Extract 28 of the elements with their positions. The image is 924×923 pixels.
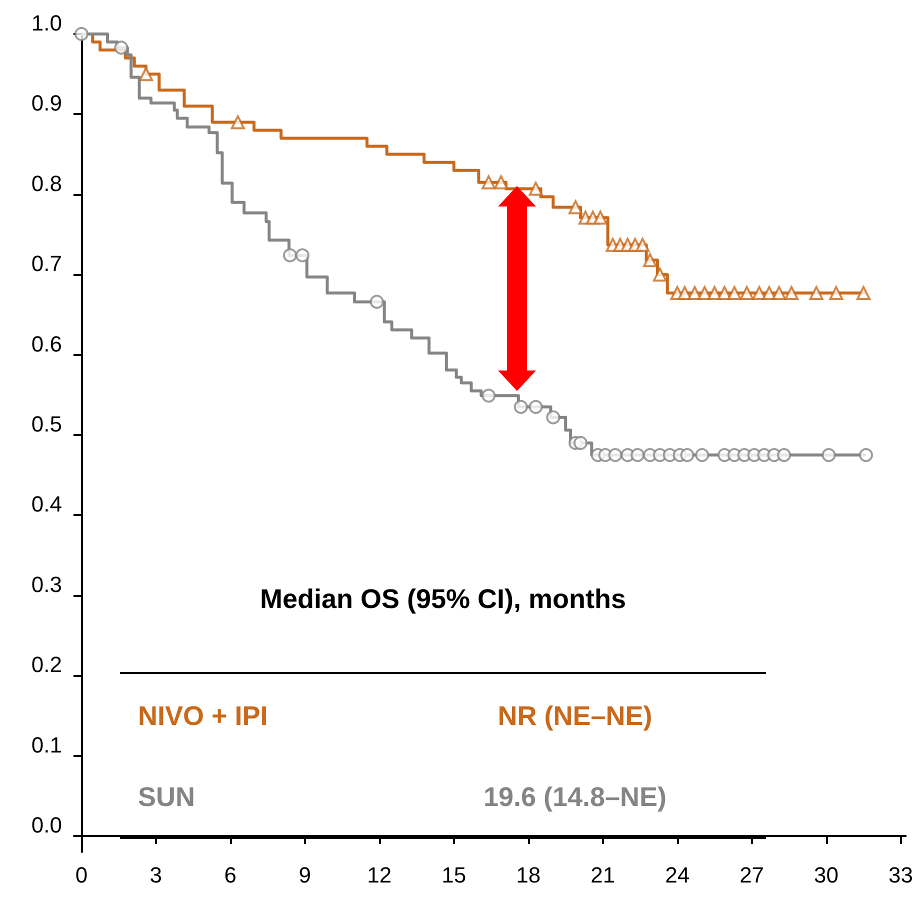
x-tick-label: 18 [516,862,541,888]
x-tick-label: 12 [367,862,392,888]
y-tick-label: 0.2 [31,652,62,678]
y-tick-label: 0.1 [31,732,62,758]
x-tick-label: 15 [442,862,466,888]
y-tick-label: 0.4 [31,492,62,517]
y-tick-label: 0.9 [31,90,62,116]
annotation: Median OS (95% CI), months [258,584,628,615]
y-tick-label: 0.0 [31,812,62,838]
y-tick-label: 1.0 [31,10,62,36]
x-tick-label: 9 [298,862,312,888]
annotation: 19.6 (14.8–NE) [482,782,668,813]
y-tick-label: 0.8 [31,170,62,196]
x-tick-label: 27 [740,862,764,888]
y-tick-label: 0.5 [31,411,62,436]
x-tick-label: 0 [75,862,88,888]
y-tick-label: 0.7 [31,251,62,276]
x-tick-label: 33 [888,862,914,888]
x-tick-label: 24 [665,862,690,888]
text: SUN [138,782,196,813]
x-tick-label: 6 [224,862,237,888]
x-tick-label: 30 [814,862,839,888]
x-tick-label: 21 [590,862,616,888]
x-tick-label: 3 [150,862,162,888]
text: NIVO + IPI [138,701,268,732]
annotation: NR (NE–NE) [496,701,654,732]
y-tick-label: 0.3 [31,572,62,597]
y-tick-label: 0.6 [31,331,62,356]
